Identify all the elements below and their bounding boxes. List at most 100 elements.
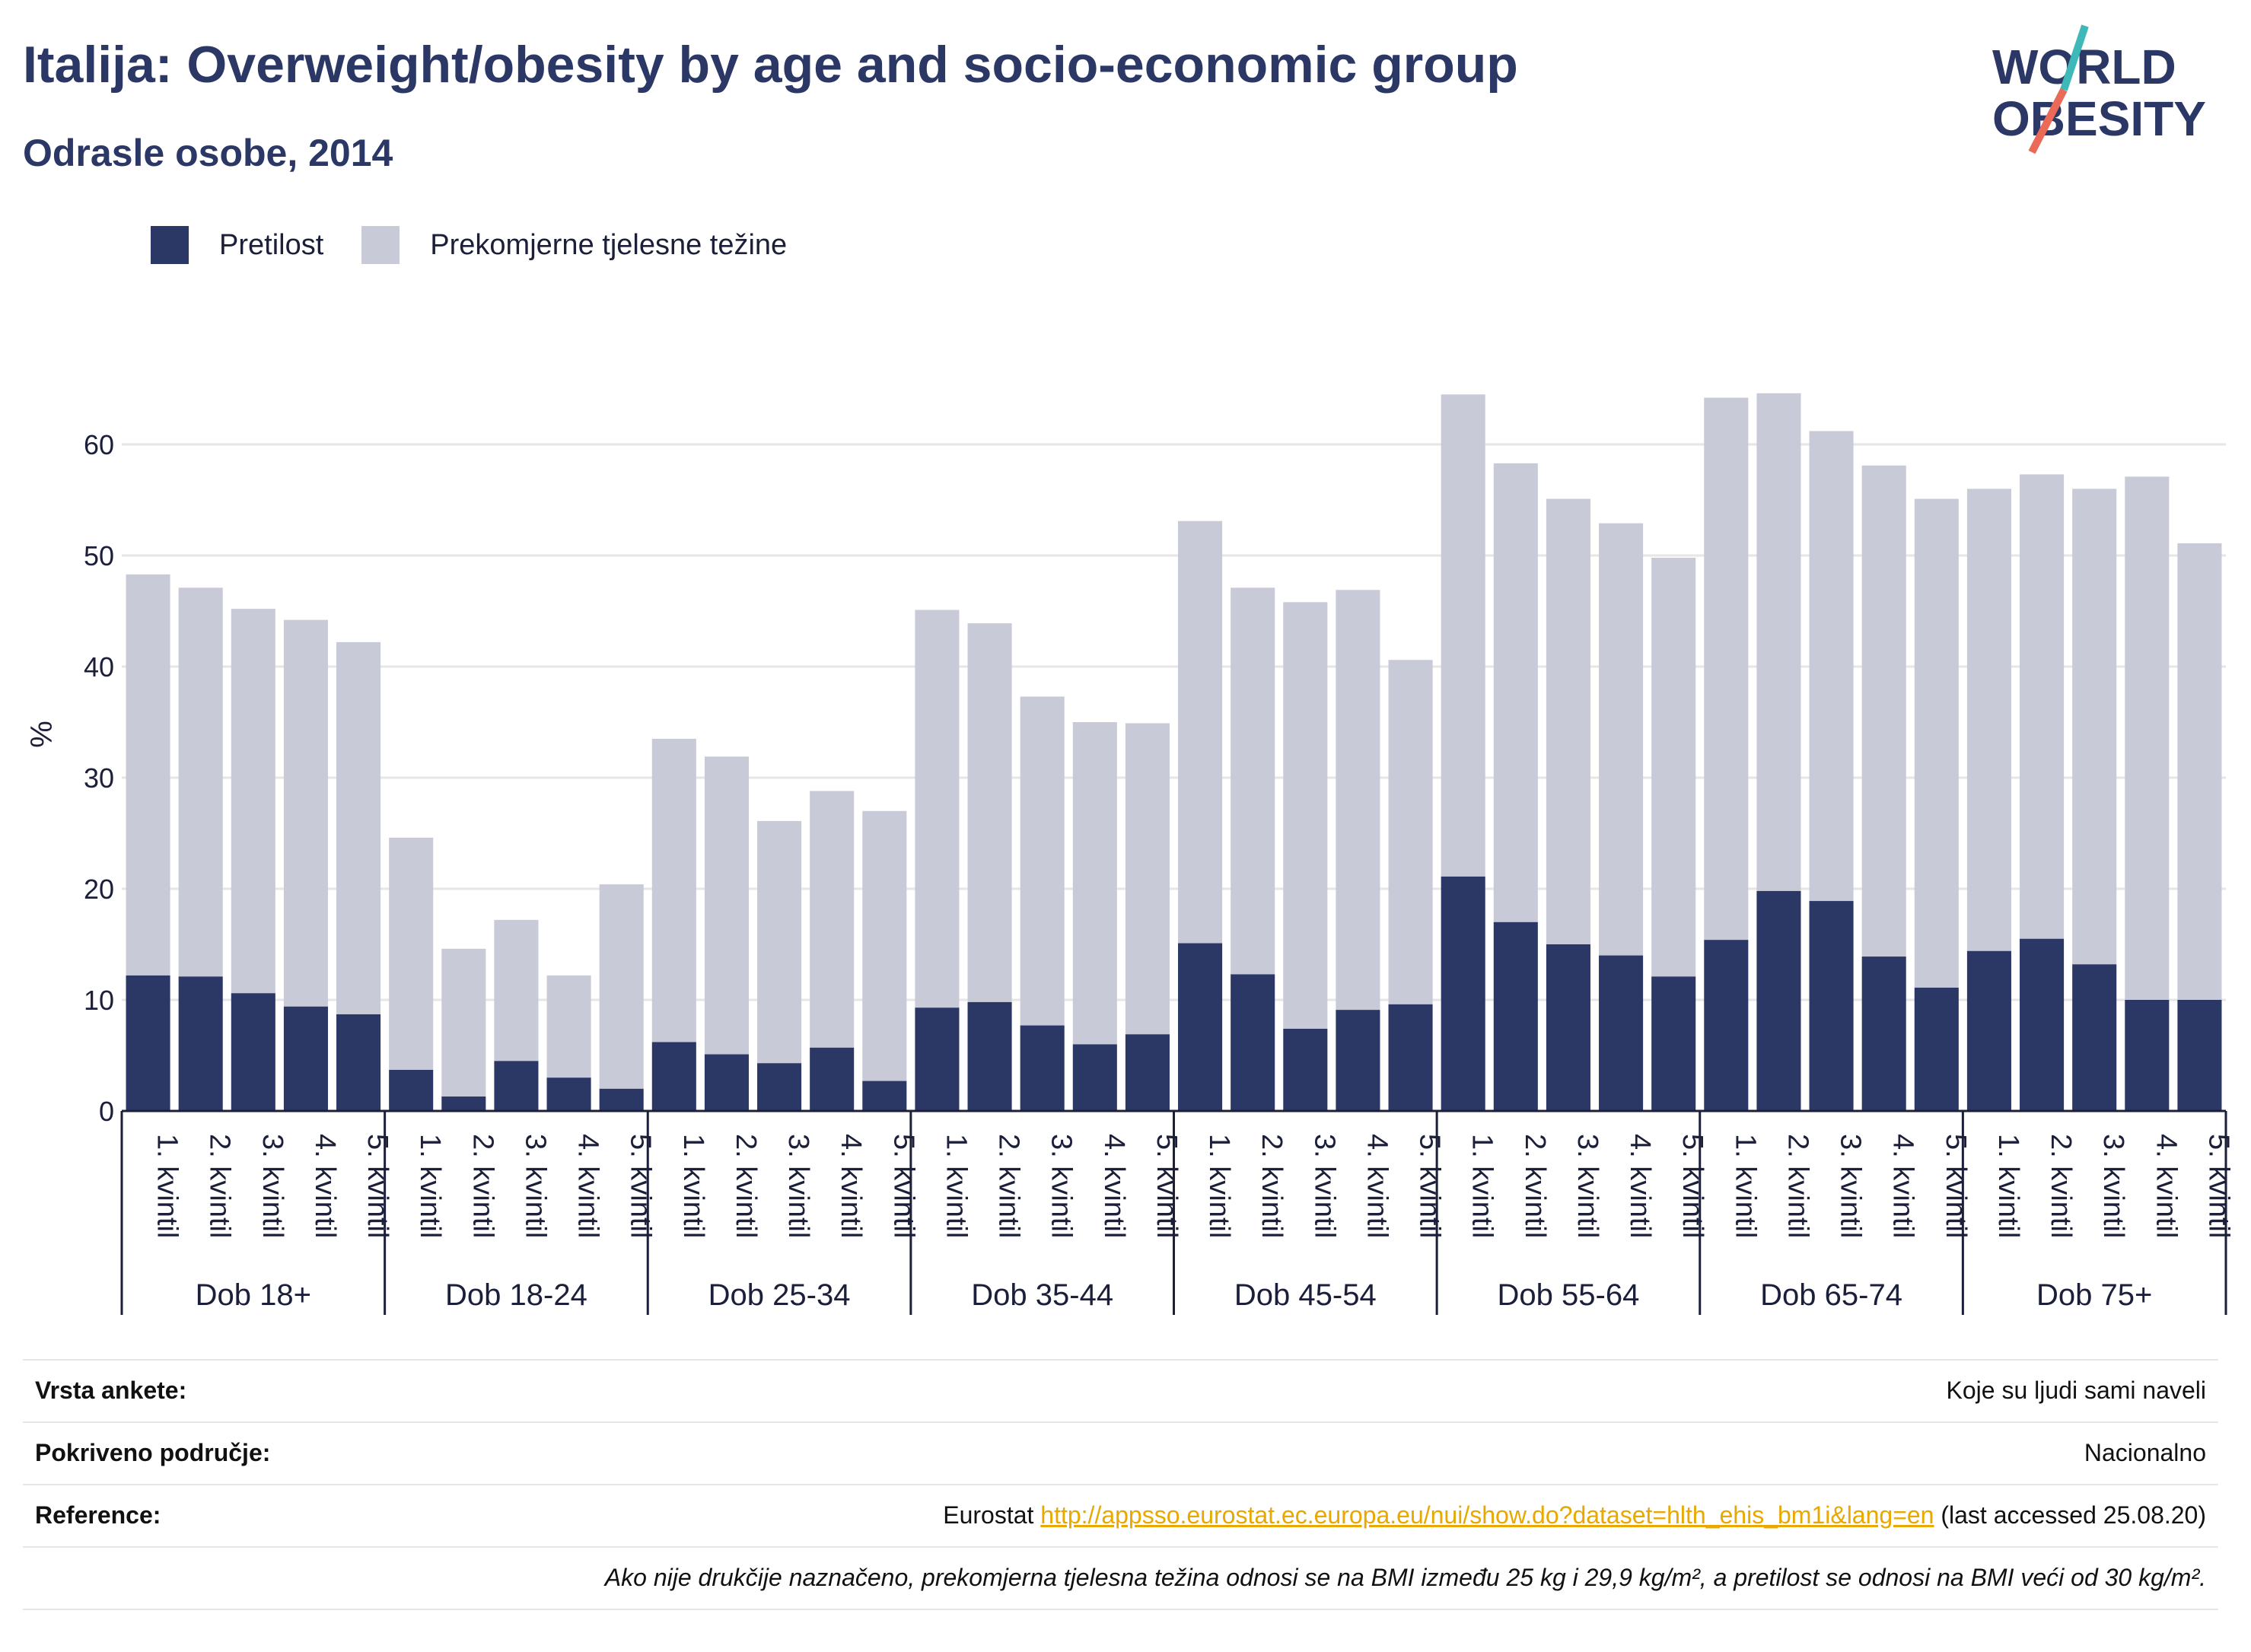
bar-overweight (283, 619, 328, 1007)
bar-obesity (178, 976, 223, 1111)
bar-obesity (757, 1063, 802, 1111)
chart-subtitle: Odrasle osobe, 2014 (23, 132, 393, 174)
bar-overweight (2125, 476, 2170, 1000)
bar-obesity (1283, 1028, 1328, 1111)
bar-overweight (757, 820, 802, 1064)
bar-overweight (1861, 465, 1906, 957)
x-tick-label: 3. kvintil (256, 1134, 288, 1238)
y-tick-label: 30 (84, 762, 114, 794)
bar-obesity (1861, 957, 1906, 1111)
legend-item-obesity: Pretilost (151, 226, 323, 264)
bar-overweight (599, 884, 644, 1089)
bar-obesity (126, 975, 170, 1111)
logo-slash-teal (2060, 24, 2089, 91)
x-tick-label: 3. kvintil (782, 1134, 814, 1238)
bar-obesity (1388, 1004, 1433, 1111)
bar-overweight (1914, 498, 1959, 988)
bar-obesity (283, 1006, 328, 1111)
x-tick-label: 1. kvintil (1203, 1134, 1235, 1238)
logo-slash-coral (2028, 88, 2068, 154)
reference-link[interactable]: http://appsso.eurostat.ec.europa.eu/nui/… (1040, 1501, 1934, 1529)
x-tick-label: 4. kvintil (1098, 1134, 1130, 1238)
stacked-bar-chart: 0 10 20 30 40 50 60% 1. kvintil 2. kvintil 3. kvi… (25, 393, 2234, 1315)
bar-overweight (389, 837, 434, 1070)
x-tick-label: 1. kvintil (1466, 1134, 1498, 1238)
bar-obesity (1704, 940, 1749, 1111)
legend-swatch-obesity (151, 226, 189, 264)
y-axis-label: % (25, 721, 59, 748)
info-row-coverage: Pokriveno područje: Nacionalno (23, 1421, 2218, 1482)
group-label: Dob 25-34 (708, 1278, 851, 1312)
coverage-label: Pokriveno područje: (35, 1438, 271, 1466)
x-tick-label: 1. kvintil (151, 1134, 183, 1238)
x-tick-label: 5. kvintil (1940, 1134, 1972, 1238)
x-tick-label: 1. kvintil (1729, 1134, 1761, 1238)
group-label: Dob 35-44 (971, 1278, 1113, 1312)
y-tick-label: 0 (99, 1096, 114, 1127)
reference-value: Eurostat http://appsso.eurostat.ec.europ… (943, 1501, 2206, 1529)
x-tick-label: 3. kvintil (1835, 1134, 1867, 1238)
bar-overweight (1072, 722, 1117, 1045)
x-tick-label: 1. kvintil (677, 1134, 709, 1238)
legend-label-overweight: Prekomjerne tjelesne težine (430, 228, 788, 261)
legend-swatch-overweight (361, 226, 400, 264)
bar-obesity (1756, 890, 1801, 1111)
x-tick-label: 2. kvintil (2045, 1134, 2077, 1238)
bar-obesity (704, 1054, 749, 1111)
bar-obesity (1020, 1025, 1065, 1111)
x-tick-label: 1. kvintil (1992, 1134, 2024, 1238)
bar-obesity (336, 1014, 381, 1111)
x-tick-label: 3. kvintil (1046, 1134, 1078, 1238)
legend-label-obesity: Pretilost (219, 228, 324, 261)
world-obesity-logo: WORLD OBESITY (1992, 24, 2206, 154)
bar-obesity (1651, 976, 1696, 1111)
bar-obesity (2072, 964, 2117, 1111)
survey-type-value: Koje su ljudi sami naveli (1946, 1376, 2207, 1404)
x-tick-label: 2. kvintil (204, 1134, 236, 1238)
bar-overweight (704, 756, 749, 1055)
x-tick-label: 5. kvintil (625, 1134, 657, 1238)
info-row-survey-type: Vrsta ankete: Koje su ljudi sami naveli (23, 1359, 2218, 1420)
x-tick-label: 4. kvintil (835, 1134, 867, 1238)
bar-overweight (494, 919, 539, 1062)
bar-obesity (389, 1069, 434, 1111)
x-tick-label: 2. kvintil (1519, 1134, 1551, 1238)
x-tick-label: 4. kvintil (572, 1134, 604, 1238)
bar-obesity (651, 1042, 696, 1111)
bar-overweight (1704, 397, 1749, 941)
bar-overweight (862, 810, 907, 1081)
bar-obesity (967, 1001, 1012, 1111)
group-label: Dob 45-54 (1234, 1278, 1377, 1312)
x-tick-label: 3. kvintil (1571, 1134, 1603, 1238)
reference-prefix: Eurostat (943, 1501, 1041, 1529)
bar-obesity (1966, 950, 2011, 1111)
bar-overweight (1283, 602, 1328, 1029)
bar-obesity (2125, 1000, 2170, 1111)
y-tick-label: 10 (84, 985, 114, 1016)
bar-obesity (862, 1081, 907, 1111)
logo-word-obesity: OBESITY (1992, 91, 2206, 146)
bar-obesity (1599, 955, 1644, 1111)
bar-overweight (546, 975, 591, 1078)
y-tick-label: 40 (84, 651, 114, 683)
legend-item-overweight: Prekomjerne tjelesne težine (361, 226, 787, 264)
bar-overweight (2020, 474, 2065, 939)
bar-obesity (1231, 974, 1275, 1111)
bar-overweight (1178, 520, 1223, 944)
bar-overweight (1388, 660, 1433, 1004)
reference-label: Reference: (35, 1501, 161, 1529)
info-row-note: Ako nije drukčije naznačeno, prekomjerna… (23, 1546, 2218, 1607)
x-tick-label: 2. kvintil (993, 1134, 1025, 1238)
bar-obesity (1125, 1034, 1170, 1111)
logo-word-world: WORLD (1992, 40, 2176, 94)
bar-overweight (1756, 393, 1801, 891)
bar-obesity (2020, 938, 2065, 1111)
bar-overweight (1441, 394, 1485, 877)
info-bottom-line (23, 1609, 2218, 1610)
y-tick-label: 50 (84, 540, 114, 571)
x-tick-label: 5. kvintil (887, 1134, 919, 1238)
x-tick-label: 5. kvintil (1414, 1134, 1446, 1238)
bar-obesity (2177, 1000, 2222, 1111)
bar-obesity (231, 993, 275, 1111)
bar-overweight (231, 609, 275, 994)
